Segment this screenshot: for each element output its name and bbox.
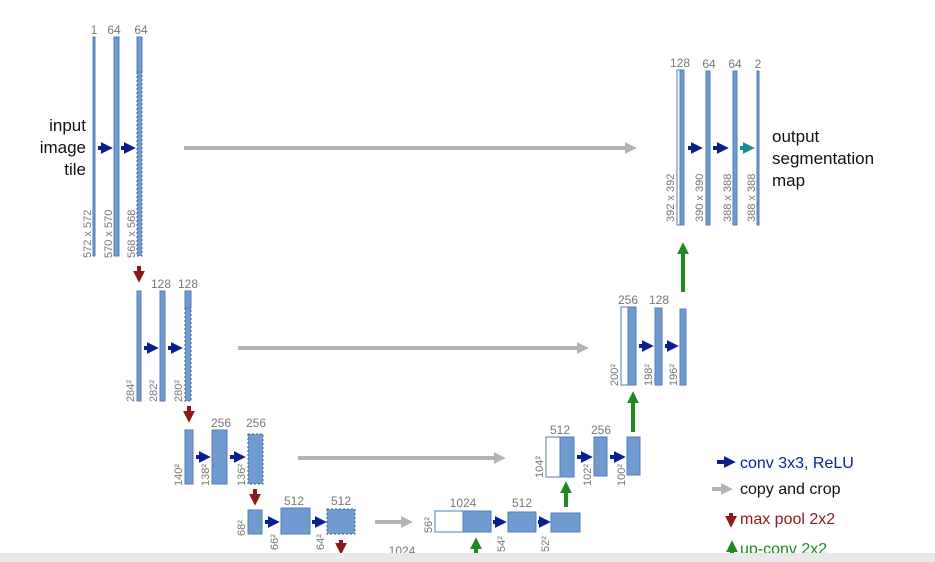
size-label: 200² bbox=[609, 364, 621, 386]
channel-label: 256 bbox=[246, 416, 266, 430]
input-label: input bbox=[49, 116, 86, 135]
input-label: tile bbox=[64, 160, 86, 179]
output-label: output bbox=[772, 127, 820, 146]
legend-conv-label: conv 3x3, ReLU bbox=[740, 455, 854, 472]
feature-map bbox=[626, 436, 641, 476]
size-label: 68² bbox=[236, 520, 248, 536]
channel-label: 2 bbox=[755, 57, 762, 71]
feature-map bbox=[627, 306, 637, 386]
feature-map bbox=[326, 508, 356, 535]
channel-label: 1024 bbox=[450, 496, 477, 510]
size-label: 390 x 390 bbox=[694, 174, 706, 222]
feature-map bbox=[593, 436, 608, 477]
size-label: 198² bbox=[643, 364, 655, 386]
feature-map bbox=[184, 429, 194, 485]
size-label: 104² bbox=[534, 456, 546, 478]
size-label: 284² bbox=[125, 380, 137, 402]
level-3-decoder: 256 128 200² 198² 196² bbox=[609, 293, 687, 386]
channel-label: 1 bbox=[91, 23, 98, 37]
channel-label: 64 bbox=[107, 23, 121, 37]
legend: conv 3x3, ReLU copy and crop max pool 2x… bbox=[712, 455, 854, 558]
cropped-copy-map bbox=[620, 306, 629, 386]
feature-map bbox=[679, 308, 687, 386]
feature-map bbox=[280, 507, 311, 535]
size-label: 392 x 392 bbox=[665, 174, 677, 222]
output-map bbox=[756, 70, 760, 226]
feature-map bbox=[92, 36, 96, 257]
level-5-bottleneck: 1024 512 1024 56² 54² 52² bbox=[389, 496, 581, 558]
level-4-encoder: 512 512 68² 66² 64² bbox=[236, 494, 356, 550]
size-label: 138² bbox=[200, 464, 212, 486]
level-2-encoder: 128 128 284² 282² 280² bbox=[125, 277, 198, 402]
size-label: 64² bbox=[315, 534, 327, 550]
feature-map bbox=[136, 71, 143, 257]
level-4-decoder: 512 256 104² 102² 100² bbox=[534, 423, 641, 486]
feature-map bbox=[211, 429, 228, 485]
feature-map bbox=[136, 36, 143, 73]
size-label: 102² bbox=[582, 464, 594, 486]
size-label: 570 x 570 bbox=[103, 210, 115, 258]
feature-map bbox=[159, 290, 166, 402]
output-label: segmentation bbox=[772, 149, 874, 168]
level-1-encoder: 1 64 64 572 x 572 570 x 570 568 x 568 in… bbox=[40, 23, 148, 258]
channel-label: 128 bbox=[649, 293, 669, 307]
channel-label: 256 bbox=[618, 293, 638, 307]
channel-label: 512 bbox=[550, 423, 570, 437]
input-label: image bbox=[40, 138, 86, 157]
feature-map bbox=[247, 509, 263, 535]
feature-map bbox=[113, 36, 120, 257]
size-label: 136² bbox=[236, 464, 248, 486]
size-label: 66² bbox=[269, 534, 281, 550]
legend-pool-label: max pool 2x2 bbox=[740, 511, 835, 528]
feature-map bbox=[559, 436, 575, 478]
feature-map bbox=[462, 510, 492, 533]
channel-label: 256 bbox=[211, 416, 231, 430]
size-label: 140² bbox=[173, 464, 185, 486]
feature-map bbox=[679, 69, 685, 226]
size-label: 56² bbox=[423, 517, 435, 533]
feature-map bbox=[136, 290, 142, 402]
cropped-copy-map bbox=[434, 510, 464, 533]
size-label: 280² bbox=[173, 380, 185, 402]
output-label: map bbox=[772, 171, 805, 190]
feature-map bbox=[732, 70, 738, 226]
size-label: 388 x 388 bbox=[746, 174, 758, 222]
feature-map bbox=[550, 512, 581, 533]
feature-map bbox=[705, 70, 711, 226]
channel-label: 512 bbox=[512, 496, 532, 510]
bottom-strip bbox=[0, 553, 935, 562]
level-1-decoder: 128 64 64 2 392 x 392 390 x 390 388 x 38… bbox=[665, 56, 874, 226]
channel-label: 64 bbox=[134, 23, 148, 37]
size-label: 568 x 568 bbox=[126, 210, 138, 258]
legend-copy-label: copy and crop bbox=[740, 481, 841, 498]
channel-label: 512 bbox=[284, 494, 304, 508]
feature-map bbox=[507, 511, 537, 533]
size-label: 100² bbox=[616, 464, 628, 486]
level-3-encoder: 256 256 140² 138² 136² bbox=[173, 416, 266, 486]
cropped-copy-map bbox=[545, 436, 561, 478]
feature-map bbox=[184, 307, 192, 402]
size-label: 572 x 572 bbox=[82, 210, 94, 258]
channel-label: 128 bbox=[670, 56, 690, 70]
feature-map bbox=[184, 290, 192, 309]
channel-label: 64 bbox=[728, 57, 742, 71]
feature-map bbox=[654, 307, 663, 386]
size-label: 388 x 388 bbox=[722, 174, 734, 222]
size-label: 196² bbox=[668, 364, 680, 386]
feature-map bbox=[247, 433, 264, 485]
channel-label: 128 bbox=[178, 277, 198, 291]
channel-label: 512 bbox=[331, 494, 351, 508]
channel-label: 128 bbox=[151, 277, 171, 291]
size-label: 52² bbox=[540, 536, 552, 552]
size-label: 54² bbox=[496, 536, 508, 552]
channel-label: 256 bbox=[591, 423, 611, 437]
size-label: 282² bbox=[148, 380, 160, 402]
channel-label: 64 bbox=[702, 57, 716, 71]
